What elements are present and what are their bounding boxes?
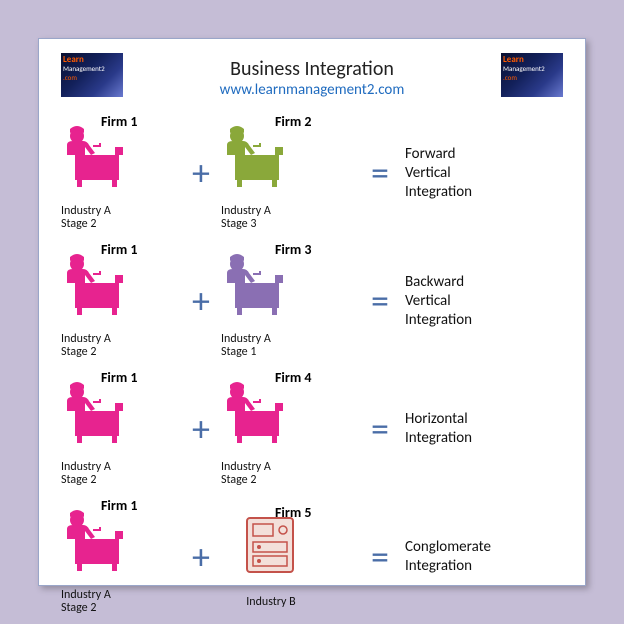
plus-operator: + bbox=[181, 151, 221, 195]
integration-row: Firm 1 Industry AStage 2+ Firm 2 Industr… bbox=[61, 115, 563, 231]
worker-icon bbox=[61, 381, 131, 443]
equals-operator: = bbox=[361, 151, 399, 195]
firm-left: Firm 1 Industry AStage 2 bbox=[61, 499, 181, 615]
equals-operator: = bbox=[361, 279, 399, 323]
firm-right: Firm 5 Industry B bbox=[221, 506, 361, 609]
logo-right: Learn Management2 .com bbox=[501, 53, 563, 97]
logo-text: Learn Management2 .com bbox=[503, 55, 545, 82]
worker-icon bbox=[221, 253, 291, 315]
firm-right: Firm 4 Industry AStage 2 bbox=[221, 371, 361, 487]
worker-icon bbox=[221, 381, 291, 443]
integration-row: Firm 1 Industry AStage 2+ Firm 3 Industr… bbox=[61, 243, 563, 359]
plus-operator: + bbox=[181, 407, 221, 451]
firm-caption: Industry AStage 1 bbox=[221, 333, 361, 359]
firm-caption: Industry AStage 2 bbox=[61, 461, 181, 487]
logo-text: Learn Management2 .com bbox=[63, 55, 105, 82]
firm-left: Firm 1 Industry AStage 2 bbox=[61, 371, 181, 487]
page-url: www.learnmanagement2.com bbox=[123, 81, 501, 99]
firm-caption: Industry AStage 3 bbox=[221, 205, 361, 231]
firm-right: Firm 3 Industry AStage 1 bbox=[221, 243, 361, 359]
firm-left: Firm 1 Industry AStage 2 bbox=[61, 115, 181, 231]
page-title: Business Integration bbox=[123, 57, 501, 81]
firm-caption: Industry AStage 2 bbox=[61, 205, 181, 231]
firm-caption: Industry AStage 2 bbox=[61, 333, 181, 359]
equals-operator: = bbox=[361, 535, 399, 579]
integration-grid: Firm 1 Industry AStage 2+ Firm 2 Industr… bbox=[61, 115, 563, 615]
firm-left: Firm 1 Industry AStage 2 bbox=[61, 243, 181, 359]
integration-result: ForwardVerticalIntegration bbox=[399, 145, 549, 202]
worker-icon bbox=[61, 509, 131, 571]
integration-row: Firm 1 Industry AStage 2+ Firm 5 Industr… bbox=[61, 499, 563, 615]
plus-operator: + bbox=[181, 535, 221, 579]
title-block: Business Integration www.learnmanagement… bbox=[123, 53, 501, 99]
firm-caption: Industry AStage 2 bbox=[61, 589, 181, 615]
integration-result: HorizontalIntegration bbox=[399, 410, 549, 448]
worker-icon bbox=[61, 253, 131, 315]
firm-right: Firm 2 Industry AStage 3 bbox=[221, 115, 361, 231]
worker-icon bbox=[61, 125, 131, 187]
integration-row: Firm 1 Industry AStage 2+ Firm 4 Industr… bbox=[61, 371, 563, 487]
integration-result: BackwardVerticalIntegration bbox=[399, 273, 549, 330]
equals-operator: = bbox=[361, 407, 399, 451]
diagram-card: Learn Management2 .com Business Integrat… bbox=[38, 38, 586, 586]
integration-result: ConglomerateIntegration bbox=[399, 538, 549, 576]
plus-operator: + bbox=[181, 279, 221, 323]
worker-icon bbox=[221, 125, 291, 187]
logo-left: Learn Management2 .com bbox=[61, 53, 123, 97]
firm-caption: Industry AStage 2 bbox=[221, 461, 361, 487]
header: Learn Management2 .com Business Integrat… bbox=[61, 53, 563, 99]
server-icon bbox=[245, 516, 295, 574]
